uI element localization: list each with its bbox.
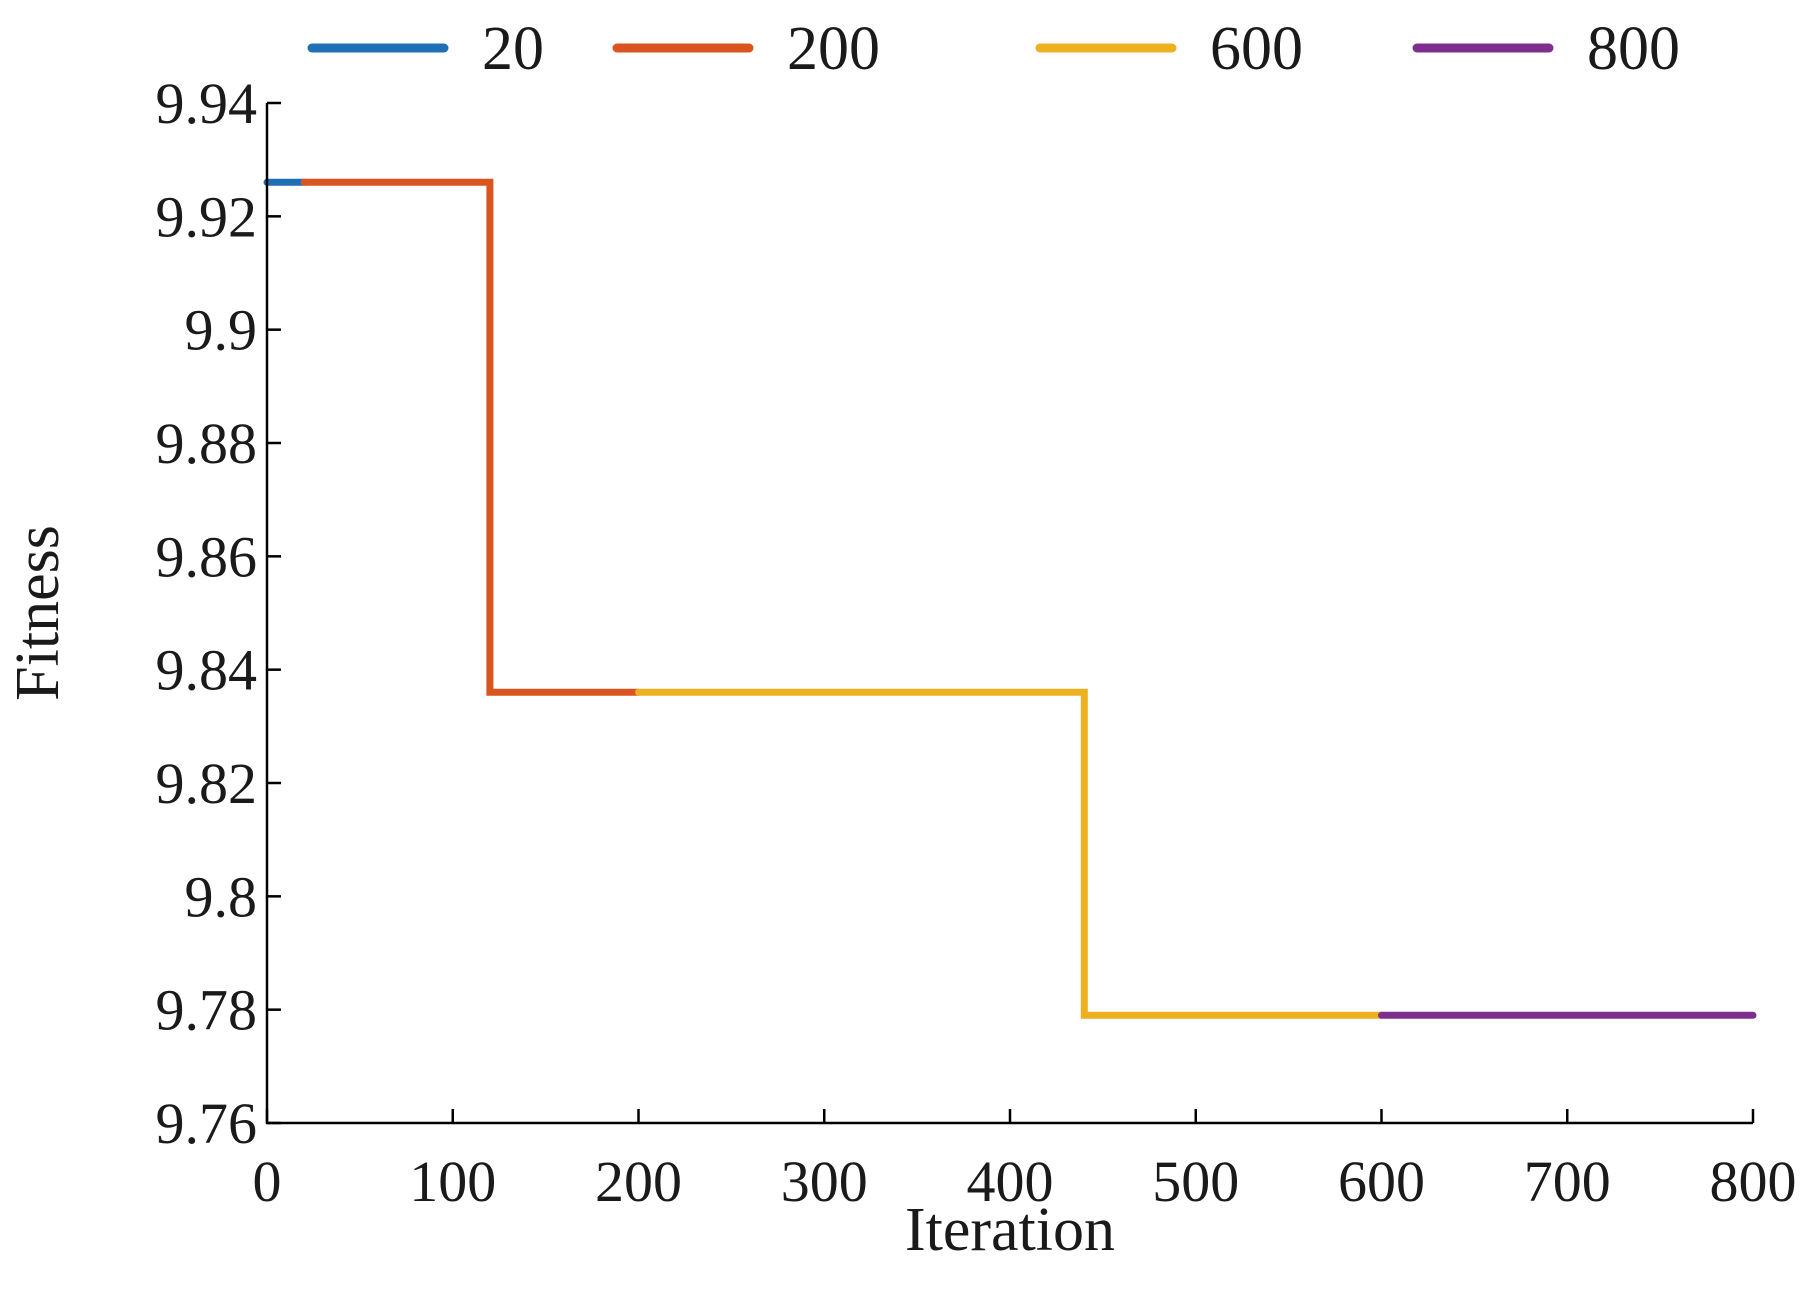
x-tick-label: 600 <box>1338 1149 1425 1214</box>
x-tick-label: 300 <box>781 1149 868 1214</box>
series-line-200 <box>300 178 642 696</box>
legend: 20 200 600 800 <box>307 15 1680 83</box>
y-tick-label: 9.76 <box>156 1091 258 1156</box>
y-tick-label: 9.8 <box>185 864 258 929</box>
y-tick-label: 9.86 <box>156 524 258 589</box>
x-tick-label: 800 <box>1710 1149 1797 1214</box>
y-tick-label: 9.88 <box>156 411 258 476</box>
x-tick-label: 200 <box>595 1149 682 1214</box>
series-layer <box>263 178 1757 1019</box>
x-axis-ticks: 0 100 200 300 400 500 600 700 800 <box>253 1109 1797 1214</box>
series-line-600 <box>635 688 1385 1019</box>
x-tick-label: 700 <box>1524 1149 1611 1214</box>
y-tick-label: 9.84 <box>156 638 258 703</box>
y-tick-label: 9.9 <box>185 298 258 363</box>
legend-label-200: 200 <box>787 15 880 83</box>
y-tick-label: 9.78 <box>156 978 258 1043</box>
x-tick-label: 0 <box>253 1149 282 1214</box>
y-axis-label: Fitness <box>4 525 72 701</box>
x-tick-label: 100 <box>409 1149 496 1214</box>
y-tick-label: 9.92 <box>156 184 258 249</box>
legend-label-600: 600 <box>1210 15 1303 83</box>
legend-label-800: 800 <box>1587 15 1680 83</box>
legend-label-20: 20 <box>482 15 544 83</box>
y-tick-label: 9.94 <box>156 71 258 136</box>
x-tick-label: 400 <box>967 1149 1054 1214</box>
y-tick-label: 9.82 <box>156 751 258 816</box>
x-axis-label: Iteration <box>905 1196 1115 1264</box>
x-tick-label: 500 <box>1152 1149 1239 1214</box>
y-axis-ticks: 9.76 9.78 9.8 9.82 9.84 9.86 9.88 9.9 9.92 9.94 <box>156 71 281 1156</box>
